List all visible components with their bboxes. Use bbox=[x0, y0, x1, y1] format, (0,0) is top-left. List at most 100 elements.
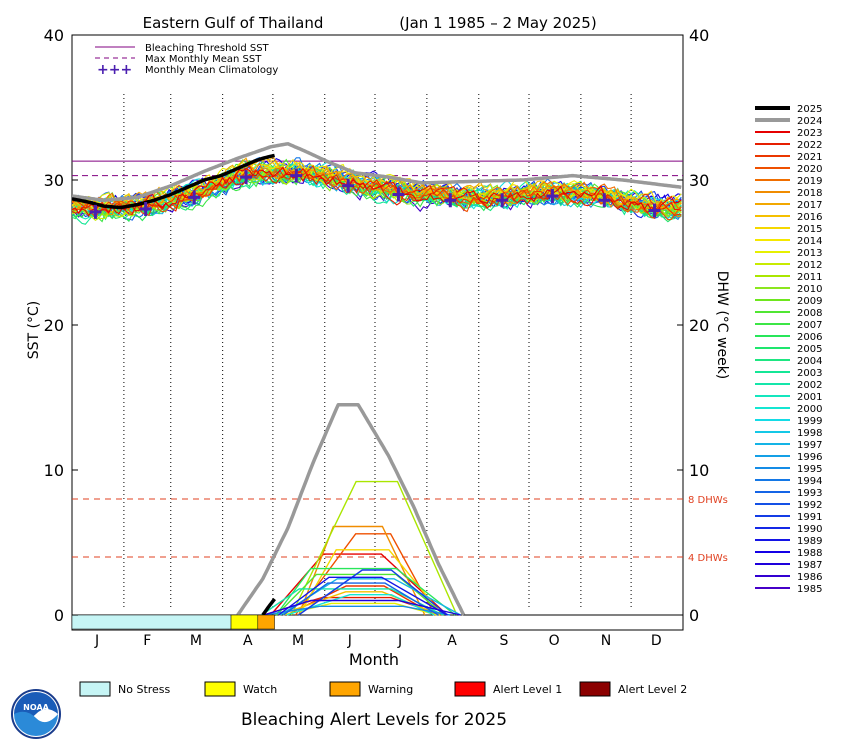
alert-level-label: Alert Level 2 bbox=[618, 683, 687, 696]
year-sst-series bbox=[72, 167, 682, 215]
year-legend-label: 1988 bbox=[797, 548, 822, 559]
alert-level-label: No Stress bbox=[118, 683, 171, 696]
climatology-marker bbox=[89, 204, 102, 219]
alert-level-swatch bbox=[329, 681, 361, 697]
alert-level-label: Alert Level 1 bbox=[493, 683, 562, 696]
year-legend-label: 1989 bbox=[797, 536, 822, 547]
y-axis-right-label: DHW (°C week) bbox=[714, 271, 730, 380]
alert-level-swatch bbox=[579, 681, 611, 697]
year-legend-label: 2021 bbox=[797, 152, 822, 163]
climatology-marker bbox=[342, 178, 355, 193]
year-legend-label: 2025 bbox=[797, 104, 822, 115]
climatology-marker bbox=[648, 203, 661, 218]
year-legend-label: 1987 bbox=[797, 560, 822, 571]
year-legend-label: 1992 bbox=[797, 500, 822, 511]
dhw-reference-label: 4 DHWs bbox=[688, 553, 728, 564]
y-tick-label-left: 0 bbox=[54, 606, 64, 625]
y-tick-label-right: 20 bbox=[689, 316, 709, 335]
year-sst-series bbox=[72, 166, 682, 217]
year-legend-label: 2003 bbox=[797, 368, 822, 379]
y-tick-label-right: 0 bbox=[689, 606, 699, 625]
alert-bar-segment bbox=[257, 614, 275, 630]
year-legend-label: 1991 bbox=[797, 512, 822, 523]
year-dhw-series bbox=[298, 569, 449, 616]
year-legend-label: 2014 bbox=[797, 236, 822, 247]
climatology-marker bbox=[240, 170, 253, 185]
year-legend-label: 2019 bbox=[797, 176, 822, 187]
climatology-marker bbox=[546, 188, 559, 203]
alert-level-swatch bbox=[79, 681, 111, 697]
x-tick-label: A bbox=[243, 633, 253, 649]
year-legend-label: 1985 bbox=[797, 584, 822, 595]
series-2024-sst bbox=[72, 142, 682, 203]
x-tick-label: J bbox=[347, 633, 352, 649]
year-dhw-series bbox=[275, 567, 456, 616]
x-tick-label: M bbox=[292, 633, 304, 649]
year-legend-label: 2000 bbox=[797, 404, 822, 415]
year-legend-label: 2006 bbox=[797, 332, 822, 343]
year-legend-label: 2004 bbox=[797, 356, 822, 367]
y-tick-label-left: 40 bbox=[44, 26, 64, 45]
year-legend-label: 1994 bbox=[797, 476, 822, 487]
x-tick-label: A bbox=[447, 633, 457, 649]
year-legend-label: 2002 bbox=[797, 380, 822, 391]
x-tick-label: J bbox=[94, 633, 99, 649]
x-tick-label: M bbox=[190, 633, 202, 649]
chart-date-range: (Jan 1 1985 – 2 May 2025) bbox=[399, 14, 596, 32]
x-tick-label: N bbox=[601, 633, 611, 649]
noaa-logo: NOAA bbox=[11, 689, 61, 739]
year-dhw-series bbox=[282, 582, 439, 616]
year-dhw-series bbox=[290, 480, 458, 616]
x-tick-label: S bbox=[499, 633, 508, 649]
year-dhw-series bbox=[264, 605, 451, 616]
year-legend-label: 2008 bbox=[797, 308, 822, 319]
year-legend-label: 2001 bbox=[797, 392, 822, 403]
alert-level-swatch bbox=[204, 681, 236, 697]
year-legend-label: 2013 bbox=[797, 248, 822, 259]
series-2024-dhw bbox=[236, 403, 466, 617]
climatology-marker bbox=[188, 190, 201, 205]
climatology-marker bbox=[290, 168, 303, 183]
year-legend: 2025202420232022202120202019201820172016… bbox=[755, 104, 822, 595]
series-2025-sst bbox=[72, 153, 276, 210]
year-legend-label: 2011 bbox=[797, 272, 822, 283]
y-axis-left-label: SST (°C) bbox=[26, 301, 42, 359]
alert-level-label: Watch bbox=[243, 683, 277, 696]
year-legend-label: 2007 bbox=[797, 320, 822, 331]
year-legend-label: 2022 bbox=[797, 140, 822, 151]
year-sst-series bbox=[72, 164, 682, 217]
x-axis-label: Month bbox=[349, 650, 399, 669]
y-tick-label-right: 10 bbox=[689, 461, 709, 480]
year-legend-label: 1998 bbox=[797, 428, 822, 439]
year-dhw-series bbox=[298, 549, 444, 616]
year-legend-label: 2024 bbox=[797, 116, 822, 127]
legend-thresholds: Bleaching Threshold SST Max Monthly Mean… bbox=[95, 43, 278, 78]
year-legend-label: 1990 bbox=[797, 524, 822, 535]
year-dhw-series bbox=[278, 576, 448, 616]
climatology-marker bbox=[444, 193, 457, 208]
year-legend-label: 1999 bbox=[797, 416, 822, 427]
legend-label-climatology: Monthly Mean Climatology bbox=[145, 65, 278, 76]
year-legend-label: 1996 bbox=[797, 452, 822, 463]
year-legend-label: 1986 bbox=[797, 572, 822, 583]
year-sst-series bbox=[72, 168, 682, 221]
alert-bar bbox=[71, 614, 275, 630]
x-tick-label: J bbox=[397, 633, 402, 649]
y-tick-label-right: 40 bbox=[689, 26, 709, 45]
plot-area bbox=[71, 34, 684, 631]
x-tick-label: D bbox=[651, 633, 662, 649]
dhw-reference-label: 8 DHWs bbox=[688, 495, 728, 506]
y-tick-label-right: 30 bbox=[689, 171, 709, 190]
legend-plus-markers: +++ bbox=[97, 62, 132, 78]
x-tick-label: F bbox=[143, 633, 151, 649]
year-legend-label: 2012 bbox=[797, 260, 822, 271]
axes: 0 0 10 10 20 20 30 30 40 40 J F M A M J J A S O N D bbox=[44, 26, 710, 649]
year-legend-label: 2009 bbox=[797, 296, 822, 307]
climatology-marker bbox=[598, 193, 611, 208]
year-legend-label: 2020 bbox=[797, 164, 822, 175]
year-dhw-series bbox=[298, 525, 426, 616]
y-tick-label-left: 20 bbox=[44, 316, 64, 335]
climatology-marker bbox=[392, 187, 405, 202]
y-tick-label-left: 30 bbox=[44, 171, 64, 190]
alert-bar-segment bbox=[71, 614, 232, 630]
